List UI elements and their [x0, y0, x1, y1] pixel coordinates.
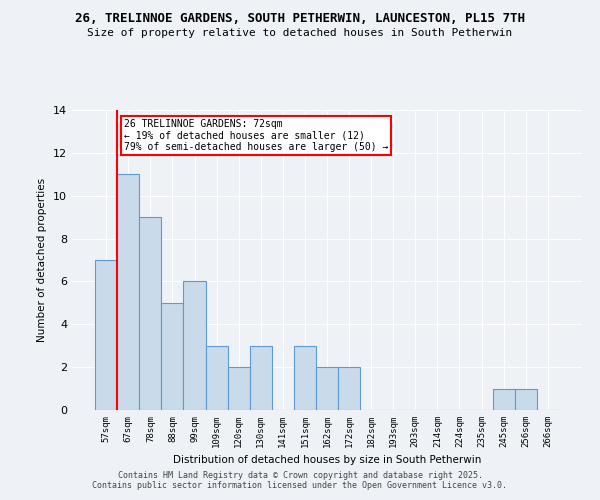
- Bar: [493, 388, 515, 410]
- Bar: [338, 367, 360, 410]
- Bar: [294, 346, 316, 410]
- Bar: [117, 174, 139, 410]
- Text: Contains HM Land Registry data © Crown copyright and database right 2025.
Contai: Contains HM Land Registry data © Crown c…: [92, 470, 508, 490]
- Bar: [95, 260, 117, 410]
- Bar: [316, 367, 338, 410]
- Bar: [161, 303, 184, 410]
- Bar: [227, 367, 250, 410]
- Bar: [184, 282, 206, 410]
- Text: 26, TRELINNOE GARDENS, SOUTH PETHERWIN, LAUNCESTON, PL15 7TH: 26, TRELINNOE GARDENS, SOUTH PETHERWIN, …: [75, 12, 525, 26]
- Bar: [206, 346, 227, 410]
- Bar: [515, 388, 537, 410]
- Text: 26 TRELINNOE GARDENS: 72sqm
← 19% of detached houses are smaller (12)
79% of sem: 26 TRELINNOE GARDENS: 72sqm ← 19% of det…: [124, 118, 388, 152]
- Y-axis label: Number of detached properties: Number of detached properties: [37, 178, 47, 342]
- Bar: [139, 217, 161, 410]
- Bar: [250, 346, 272, 410]
- X-axis label: Distribution of detached houses by size in South Petherwin: Distribution of detached houses by size …: [173, 456, 481, 466]
- Text: Size of property relative to detached houses in South Petherwin: Size of property relative to detached ho…: [88, 28, 512, 38]
